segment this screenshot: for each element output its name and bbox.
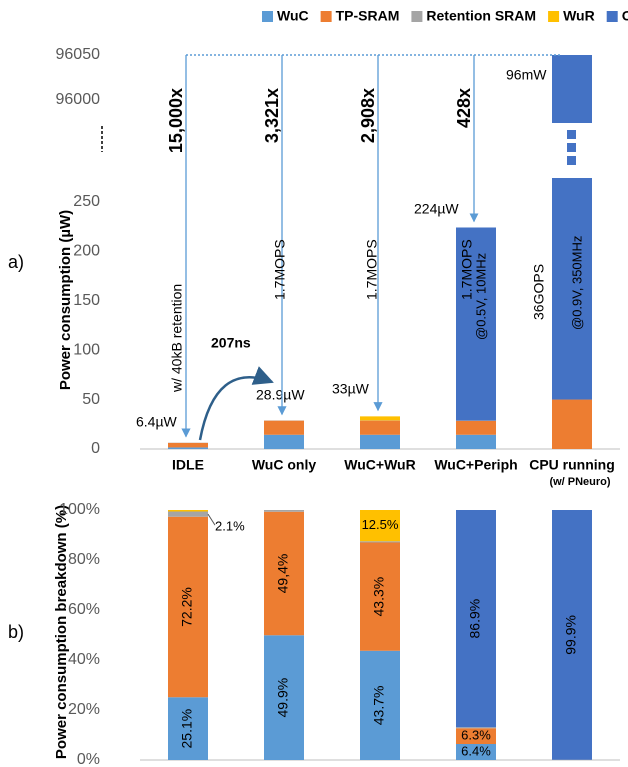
legend-swatch <box>606 11 618 22</box>
bar-segment <box>168 511 208 517</box>
value-label: 99.9% <box>563 615 579 655</box>
total-label: 224µW <box>414 201 459 217</box>
y-tick-label: 0 <box>91 440 100 457</box>
bar-segment <box>360 434 400 449</box>
bar-segment <box>456 728 496 744</box>
legend-label: TP-SRAM <box>336 8 400 24</box>
value-label: 25.1% <box>179 709 195 749</box>
total-label: 6.4µW <box>136 414 178 430</box>
bar-segment <box>360 650 400 760</box>
bar-segment <box>360 541 400 543</box>
ratio-label: 428x <box>454 88 474 128</box>
bar-segment <box>168 447 208 449</box>
y-tick-label: 80% <box>68 551 100 568</box>
value-label: 6.3% <box>461 728 491 743</box>
legend-label: OD <box>622 8 628 24</box>
ratio-label: 3,321x <box>262 88 282 143</box>
bar-segment <box>456 744 496 760</box>
value-label: 43.7% <box>371 686 387 726</box>
condition-label: w/ 40kB retention <box>169 284 185 393</box>
total-label: 28.9µW <box>256 387 305 403</box>
operating-point: @0.9V, 350MHz <box>569 236 584 330</box>
x-tick-label: WuC only <box>252 457 317 473</box>
value-label: 72.2% <box>179 587 195 627</box>
x-tick-label: IDLE <box>172 457 204 473</box>
y-axis-title: Power consumption (µW) <box>57 210 74 390</box>
panel-label: a) <box>8 252 24 272</box>
bar-segment <box>456 510 496 728</box>
bar-segment <box>168 442 208 448</box>
value-label: 49,4% <box>275 554 291 594</box>
y-tick-label: 40% <box>68 651 100 668</box>
break-dot <box>567 130 576 139</box>
y-tick-label: 0% <box>77 751 100 767</box>
y-tick-label: 60% <box>68 601 100 618</box>
bar-segment <box>456 434 496 449</box>
condition-label: 1.7MOPS <box>272 239 288 300</box>
legend-swatch <box>411 11 423 22</box>
x-tick-note: (w/ PNeuro) <box>549 476 610 488</box>
value-label: 49.9% <box>275 678 291 718</box>
bar-segment <box>360 420 400 435</box>
condition-label: 1.7MOPS <box>364 239 380 300</box>
y-tick-label: 250 <box>73 193 100 210</box>
bar-segment <box>456 420 496 435</box>
leader-line <box>207 513 216 526</box>
y-tick-label: 20% <box>68 701 100 718</box>
condition-label: 36GOPS <box>531 264 547 320</box>
value-label: 12.5% <box>362 517 399 532</box>
condition-label: 1.7MOPS <box>459 239 475 300</box>
ratio-label: 2,908x <box>358 88 378 143</box>
y-tick-label: 150 <box>73 292 100 309</box>
total-label: 96mW <box>506 67 547 83</box>
bar-segment <box>264 434 304 449</box>
operating-point: @0.5V, 10MHz <box>473 253 488 340</box>
bar-segment <box>456 727 496 729</box>
bar-segment <box>456 227 496 421</box>
value-label: 6.4% <box>461 743 491 758</box>
bar-segment <box>360 510 400 542</box>
bar-segment <box>168 510 208 512</box>
legend-swatch <box>548 11 560 22</box>
value-label: 86.9% <box>467 599 483 639</box>
x-tick-label: WuC+Periph <box>434 457 517 473</box>
y-tick-label: 96000 <box>56 91 101 108</box>
y-tick-label: 100 <box>73 341 100 358</box>
bar-segment <box>552 399 592 449</box>
y-tick-label: 100% <box>59 501 100 518</box>
legend-swatch <box>262 11 273 22</box>
x-tick-label: CPU running <box>529 457 615 473</box>
break-dot <box>567 143 576 152</box>
bar-segment <box>552 55 592 400</box>
bar-segment <box>264 635 304 760</box>
value-label: 43.3% <box>371 577 387 617</box>
legend-label: WuR <box>563 8 595 24</box>
latency-label: 207ns <box>211 335 251 351</box>
y-tick-label: 200 <box>73 242 100 259</box>
ratio-label: 15,000x <box>166 88 186 153</box>
bar-segment <box>168 516 208 698</box>
panel-label: b) <box>8 622 24 642</box>
y-tick-label: 96050 <box>56 46 101 63</box>
bar-segment <box>360 416 400 421</box>
bar-segment <box>264 511 304 636</box>
bar-segment <box>552 510 592 760</box>
latency-arrow <box>198 366 274 441</box>
bar-segment <box>264 420 304 435</box>
value-label: 2.1% <box>215 519 245 534</box>
y-tick-label: 50 <box>82 391 100 408</box>
legend-label: WuC <box>277 8 309 24</box>
bar-segment <box>264 510 304 512</box>
y-axis-title: Power consumption breakdown (%) <box>53 505 70 759</box>
legend-swatch <box>320 11 332 22</box>
legend-label: Retention SRAM <box>426 8 536 24</box>
bar-segment <box>168 697 208 760</box>
break-dot <box>567 156 576 165</box>
bar-segment <box>360 542 400 651</box>
x-tick-label: WuC+WuR <box>344 457 415 473</box>
total-label: 33µW <box>332 381 370 397</box>
